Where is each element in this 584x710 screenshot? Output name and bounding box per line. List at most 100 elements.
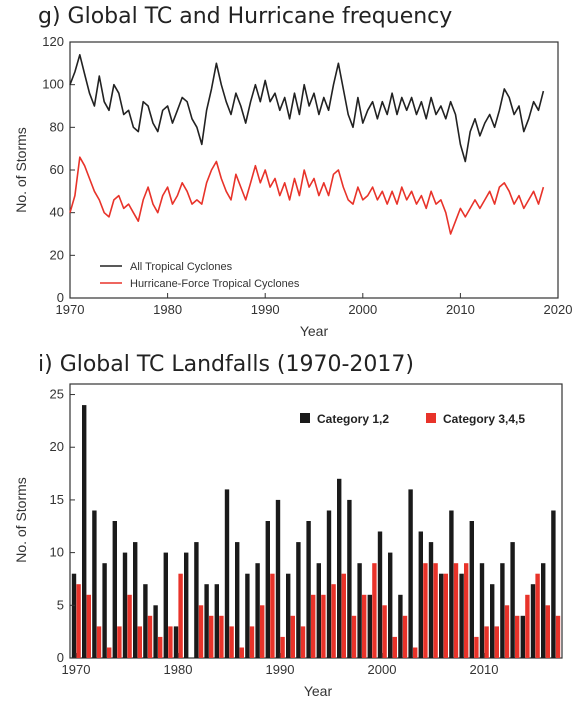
chart-title-bottom: i) Global TC Landfalls (1970-2017)	[38, 352, 414, 377]
bar-category-1-2	[92, 510, 97, 658]
y-tick-label: 0	[57, 650, 64, 665]
bar-category-1-2	[184, 552, 189, 658]
bar-category-3-4-5	[525, 594, 530, 658]
bar-category-3-4-5	[545, 605, 550, 658]
y-tick-label: 40	[50, 205, 64, 220]
bar-category-3-4-5	[168, 626, 173, 658]
bar-category-1-2	[449, 510, 454, 658]
bar-category-3-4-5	[86, 594, 91, 658]
bar-category-1-2	[398, 594, 403, 658]
bar-category-1-2	[408, 489, 413, 658]
bar-category-1-2	[286, 573, 291, 658]
bar-category-1-2	[133, 542, 138, 658]
bar-category-3-4-5	[413, 647, 418, 658]
bar-category-1-2	[469, 521, 474, 658]
y-axis-label: No. of Storms	[13, 477, 29, 563]
legend-swatch-cat345	[426, 413, 436, 423]
bar-category-1-2	[337, 478, 342, 658]
bar-category-3-4-5	[249, 626, 255, 658]
bar-category-3-4-5	[290, 615, 295, 658]
x-tick-label: 1970	[62, 662, 91, 677]
x-tick-label: 1990	[266, 662, 295, 677]
bar-category-3-4-5	[382, 605, 387, 658]
bar-category-3-4-5	[372, 563, 377, 658]
legend-label-all-tc: All Tropical Cyclones	[130, 261, 233, 273]
bar-category-3-4-5	[219, 615, 224, 658]
bar-category-3-4-5	[137, 626, 142, 658]
tc-frequency-line-chart: 1970 1980 1990 2000 2010 2020020406080100120 …	[13, 34, 572, 339]
bar-category-1-2	[428, 542, 434, 658]
y-tick-label: 60	[50, 162, 64, 177]
bar-category-3-4-5	[147, 615, 153, 658]
bar-category-3-4-5	[198, 605, 204, 658]
legend: All Tropical Cyclones Hurricane-Force Tr…	[100, 261, 300, 290]
bar-category-3-4-5	[515, 615, 520, 658]
bar-category-1-2	[510, 542, 515, 658]
bar-category-1-2	[500, 563, 505, 658]
series-line-hurricane	[69, 156, 545, 235]
bar-category-1-2	[377, 531, 383, 658]
bar-category-3-4-5	[494, 626, 499, 658]
y-tick-label: 80	[50, 119, 64, 134]
x-tick-label: 2010	[446, 302, 475, 317]
bar-category-1-2	[479, 563, 485, 658]
legend-swatch-cat12	[300, 413, 310, 423]
bar-category-3-4-5	[331, 584, 336, 658]
y-tick-label: 15	[50, 492, 64, 507]
bar-category-1-2	[306, 521, 311, 658]
bar-category-3-4-5	[270, 573, 275, 658]
bar-category-3-4-5	[433, 563, 438, 658]
bar-category-1-2	[204, 584, 209, 658]
bar-category-3-4-5	[443, 573, 448, 658]
bar-category-3-4-5	[158, 636, 163, 658]
bar-category-3-4-5	[311, 594, 316, 658]
bar-category-1-2	[255, 563, 260, 658]
bar-category-3-4-5	[464, 563, 469, 658]
legend-label-hurricane: Hurricane-Force Tropical Cyclones	[130, 278, 300, 290]
x-axis-label: Year	[304, 683, 333, 699]
y-tick-label: 25	[50, 387, 64, 402]
x-tick-label: 2000	[368, 662, 397, 677]
bar-category-1-2	[530, 584, 536, 658]
bar-category-1-2	[459, 573, 464, 658]
plot-frame	[69, 383, 563, 659]
legend-label-cat12: Category 1,2	[317, 412, 389, 426]
bar-category-1-2	[388, 552, 393, 658]
bar-category-1-2	[122, 552, 128, 658]
y-tick-label: 20	[50, 247, 64, 262]
bar-category-3-4-5	[504, 605, 510, 658]
legend-label-cat345: Category 3,4,5	[443, 412, 525, 426]
bar-category-1-2	[316, 563, 321, 658]
bar-category-3-4-5	[127, 594, 132, 658]
bar-category-3-4-5	[351, 615, 357, 658]
x-axis-label: Year	[300, 323, 329, 339]
bar-category-1-2	[71, 573, 77, 658]
x-tick-label: 1970	[56, 302, 85, 317]
bar-category-1-2	[347, 499, 352, 658]
x-tick-label: 1980	[153, 302, 182, 317]
bar-category-3-4-5	[178, 573, 183, 658]
y-tick-label: 100	[42, 77, 64, 92]
bar-category-3-4-5	[362, 594, 367, 658]
bar-category-3-4-5	[453, 563, 459, 658]
bar-category-3-4-5	[474, 636, 479, 658]
bar-category-3-4-5	[229, 626, 234, 658]
bar-category-3-4-5	[321, 594, 326, 658]
bar-category-1-2	[163, 552, 168, 658]
x-tick-label: 1990	[251, 302, 280, 317]
bar-category-3-4-5	[300, 626, 306, 658]
bar-category-1-2	[439, 573, 444, 658]
bar-category-1-2	[551, 510, 556, 658]
bar-category-1-2	[82, 405, 87, 658]
bar-category-1-2	[214, 584, 219, 658]
bar-category-3-4-5	[76, 584, 81, 658]
bar-category-1-2	[143, 584, 148, 658]
bar-category-3-4-5	[209, 615, 214, 658]
bar-category-1-2	[112, 521, 117, 658]
bar-category-1-2	[153, 605, 158, 658]
x-tick-label: 2000	[348, 302, 377, 317]
y-tick-label: 20	[50, 439, 64, 454]
series-line-all-tc	[69, 53, 545, 163]
bar-category-3-4-5	[107, 647, 112, 658]
